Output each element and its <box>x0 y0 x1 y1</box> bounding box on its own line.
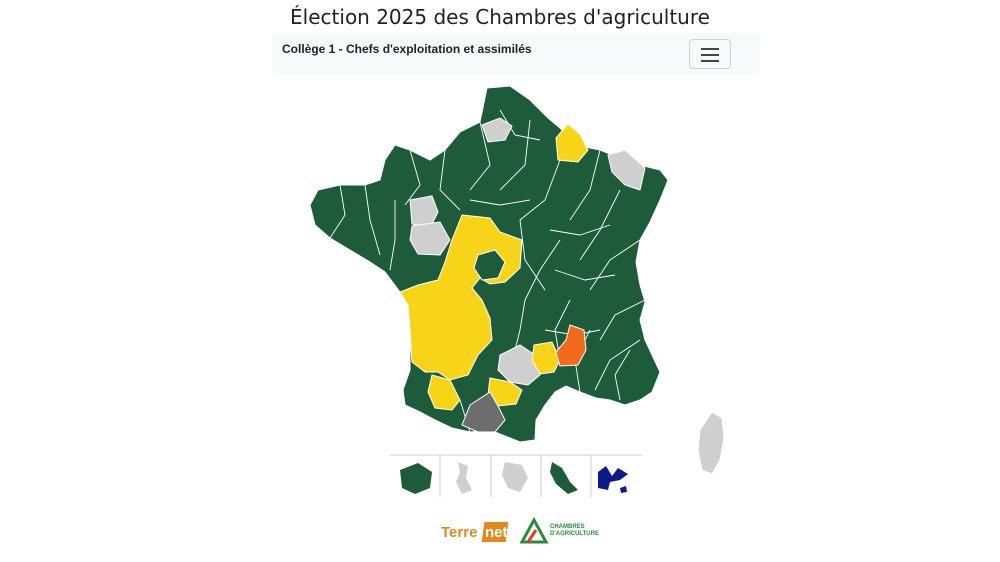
region-maine-et-loire[interactable] <box>409 221 451 256</box>
region-ariege[interactable] <box>461 391 506 433</box>
region-landes-yellow[interactable] <box>427 374 461 411</box>
region-moselle[interactable] <box>607 149 646 191</box>
chambres-agriculture-logo: CHAMBRES D'AGRICULTURE <box>550 524 599 537</box>
region-aveyron[interactable] <box>497 344 541 386</box>
page-title: Élection 2025 des Chambres d'agriculture <box>290 5 710 29</box>
region-corse[interactable] <box>697 411 725 475</box>
region-loire-green[interactable] <box>473 249 506 281</box>
region-ardeche[interactable] <box>555 324 587 367</box>
region-mayenne[interactable] <box>409 195 439 229</box>
chambres-logo-mark <box>519 516 549 544</box>
overseas-guyane[interactable] <box>502 462 528 492</box>
college-label: Collège 1 - Chefs d'exploitation et assi… <box>282 42 532 56</box>
region-somme[interactable] <box>481 117 513 143</box>
overseas-martinique[interactable] <box>550 462 578 494</box>
region-ardennes[interactable] <box>555 123 589 163</box>
terre-net-logo: Terre net <box>441 522 509 542</box>
overseas-insets <box>390 454 642 497</box>
overseas-mayotte[interactable] <box>456 462 472 494</box>
menu-toggle-button[interactable] <box>689 39 731 69</box>
navbar: Collège 1 - Chefs d'exploitation et assi… <box>272 33 760 75</box>
region-lozere[interactable] <box>531 341 561 375</box>
overseas-guadeloupe[interactable] <box>598 466 628 493</box>
overseas-reunion[interactable] <box>400 463 432 494</box>
